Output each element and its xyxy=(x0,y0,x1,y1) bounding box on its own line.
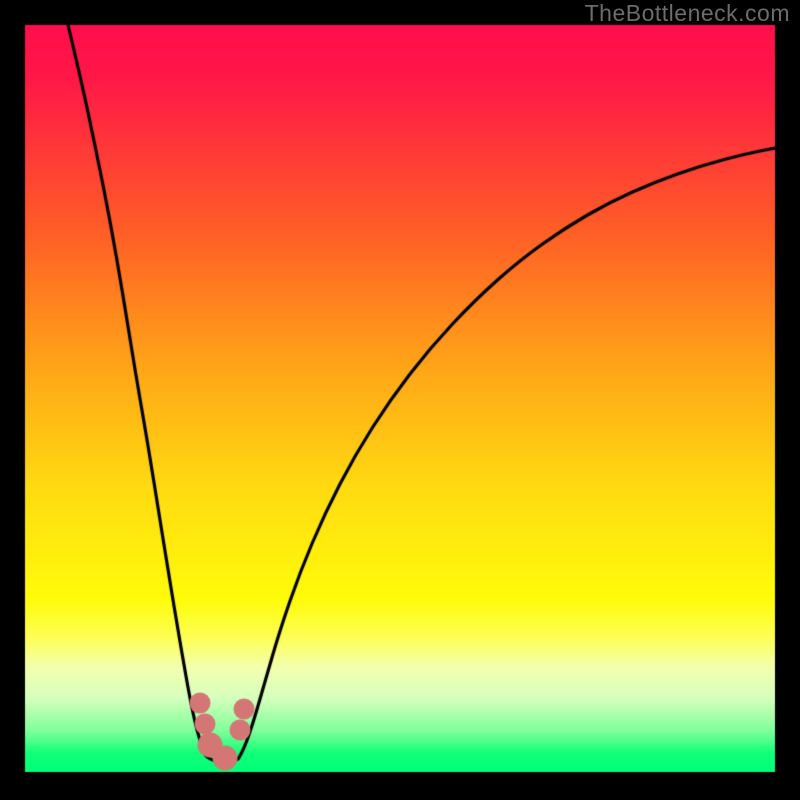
chart-stage: TheBottleneck.com xyxy=(0,0,800,800)
watermark-text: TheBottleneck.com xyxy=(585,0,790,27)
data-markers-canvas xyxy=(0,0,800,800)
